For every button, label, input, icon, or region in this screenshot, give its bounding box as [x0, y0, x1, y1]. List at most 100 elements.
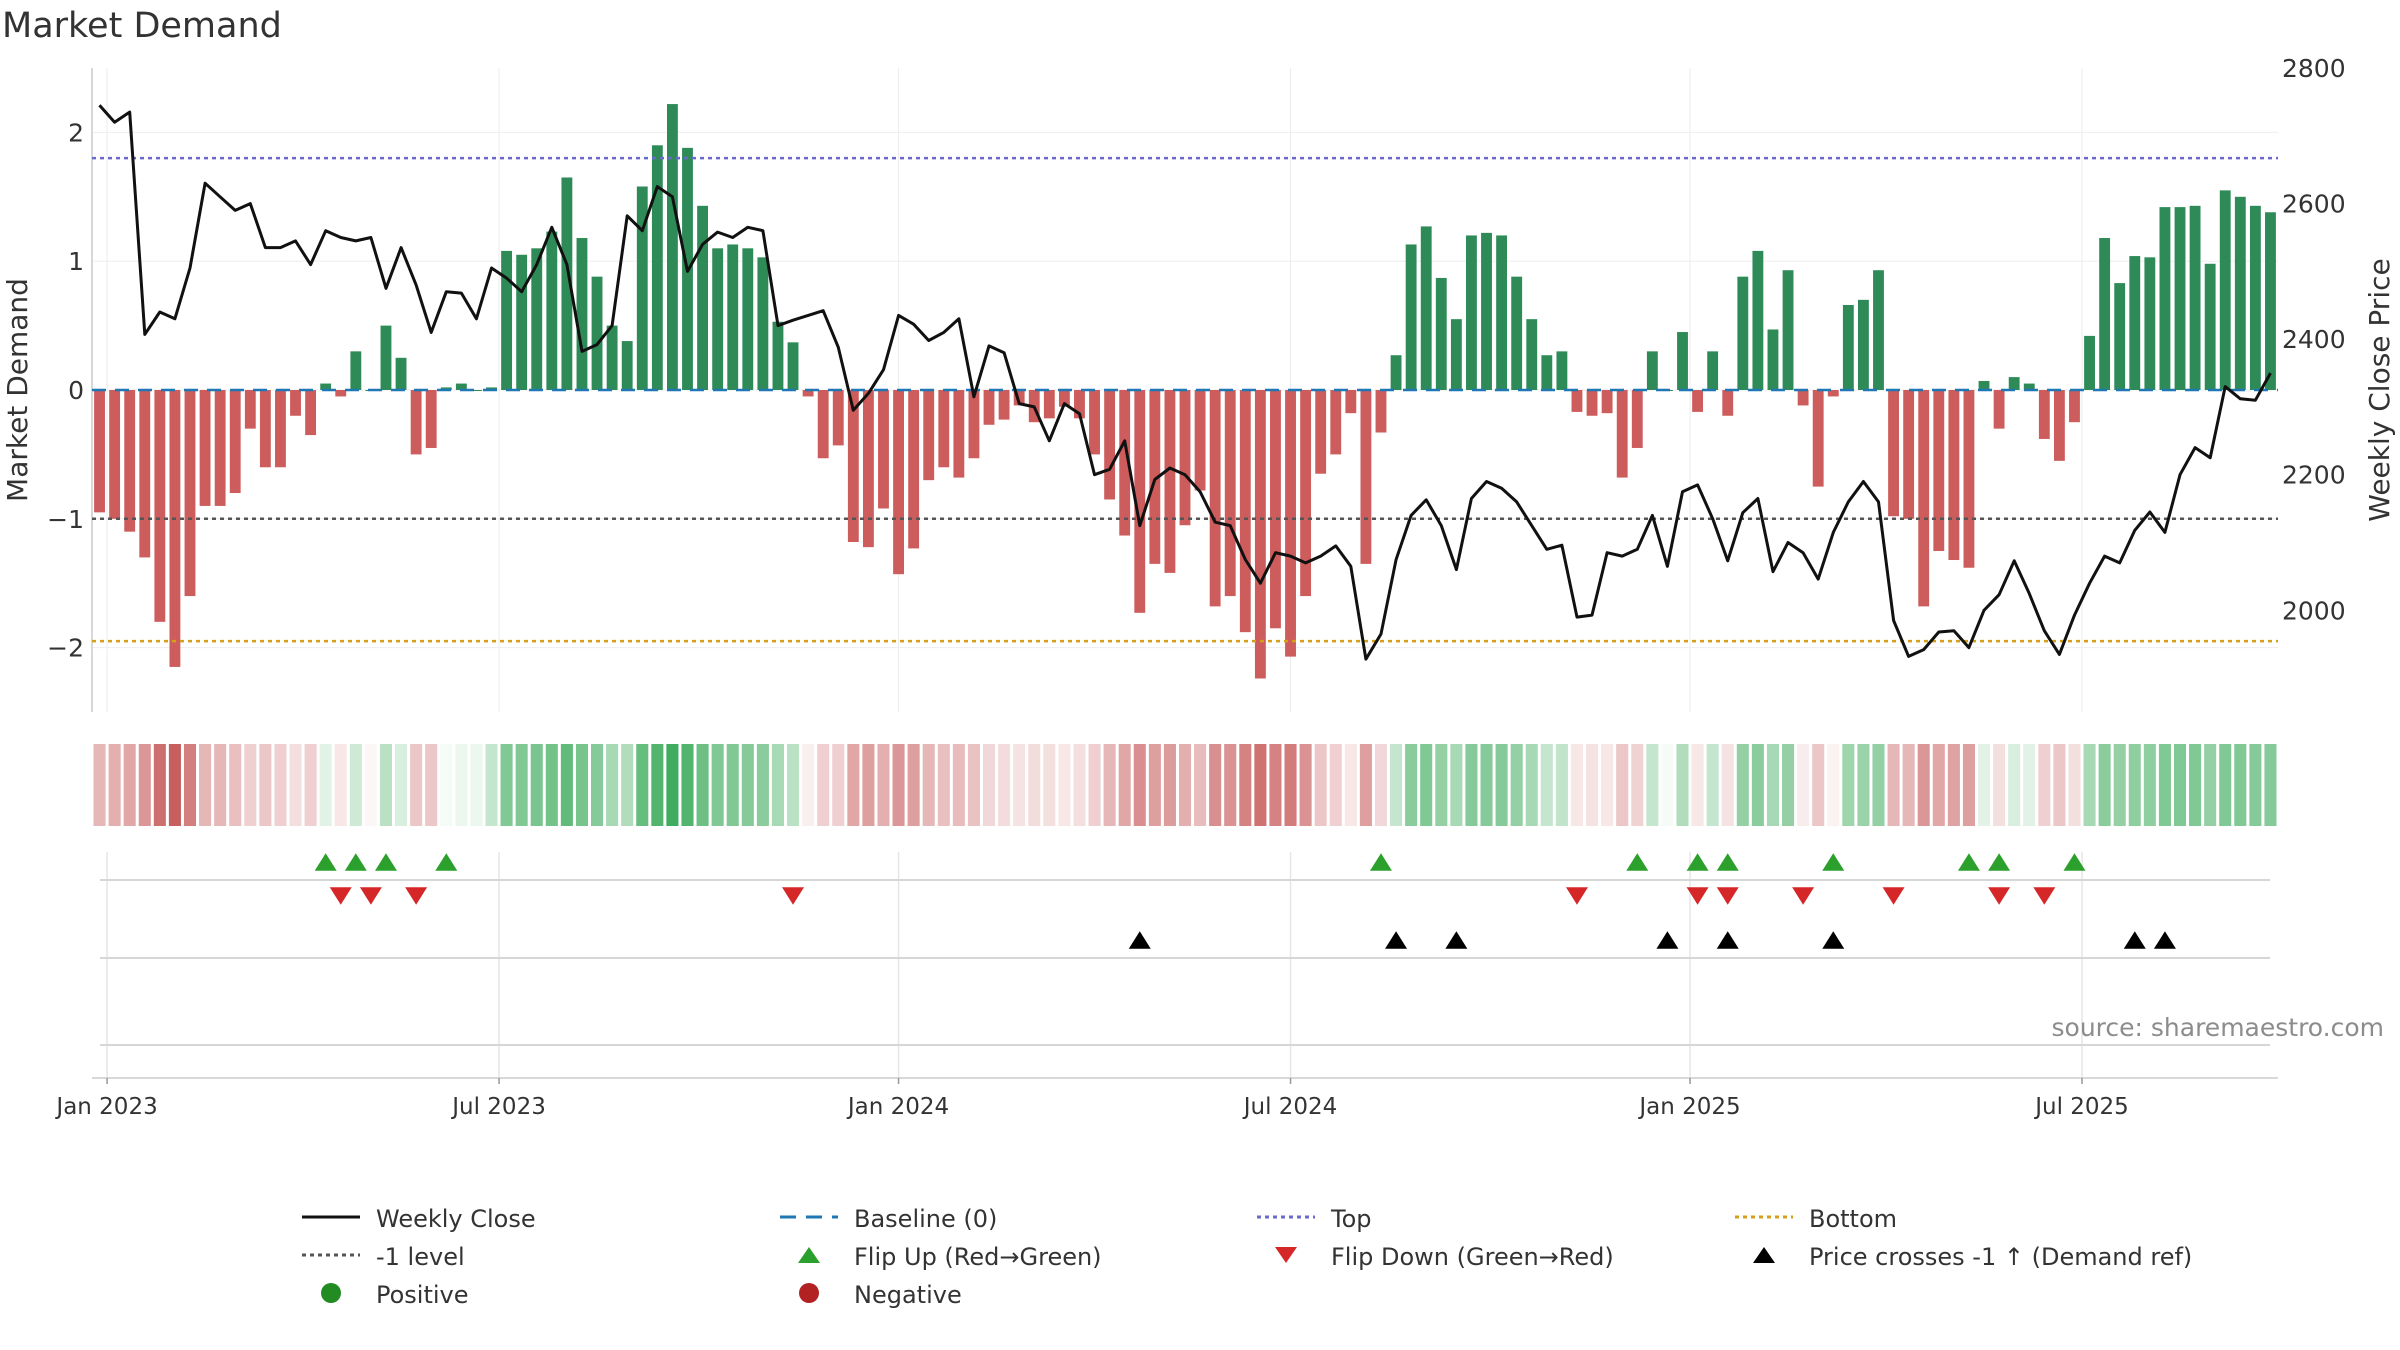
heat-strip-cell	[1570, 744, 1584, 826]
heat-strip-cell	[1766, 744, 1779, 826]
heat-strip-cell	[952, 744, 965, 826]
demand-bar-positive	[666, 104, 678, 391]
heat-strip-cell	[771, 744, 784, 826]
legend-symbol-triangle-up	[1733, 1245, 1795, 1269]
demand-bar-negative	[1300, 390, 1312, 597]
heat-strip-cell	[1359, 744, 1372, 826]
legend-label: Baseline (0)	[854, 1205, 998, 1233]
demand-bar-negative	[953, 390, 965, 478]
demand-bar-positive	[2129, 256, 2141, 390]
heat-strip-cell	[982, 744, 996, 826]
demand-bar-negative	[1812, 390, 1824, 487]
price-cross-marker	[1716, 931, 1739, 949]
chart-legend: Weekly Close Baseline (0) Top Bottom -1 leve…	[300, 1205, 2300, 1325]
demand-bar-positive	[1842, 304, 1854, 390]
legend-item: Flip Down (Green→Red)	[1255, 1243, 1614, 1271]
demand-bar-positive	[1481, 232, 1492, 390]
demand-bar-positive	[455, 383, 467, 390]
price-cross-marker	[2153, 931, 2176, 949]
heat-strip-cell	[1691, 744, 1704, 826]
heat-strip-cell	[244, 744, 257, 826]
demand-bar-positive	[1390, 355, 1402, 390]
demand-bar-negative	[893, 390, 904, 575]
demand-bar-negative	[1330, 390, 1342, 455]
heat-strip-cell	[304, 744, 317, 826]
x-tick-label: Jan 2025	[1637, 1094, 1740, 1120]
demand-bar-negative	[878, 390, 889, 509]
heat-strip-cell	[2264, 744, 2277, 826]
y-tick-label-left: −1	[47, 505, 84, 534]
heat-strip-cell	[2098, 744, 2111, 826]
demand-bar-negative	[1164, 390, 1176, 573]
heat-strip-cell	[560, 744, 573, 826]
legend-item: Price crosses -1 ↑ (Demand ref)	[1733, 1243, 2192, 1271]
demand-bar-positive	[2204, 263, 2216, 390]
heat-strip-cell	[1344, 744, 1357, 826]
heat-strip-cell	[606, 744, 619, 826]
legend-symbol-dot-line	[1255, 1207, 1317, 1231]
heat-strip-cell	[666, 744, 679, 826]
demand-bar-positive	[395, 357, 407, 390]
demand-bar-negative	[305, 390, 317, 436]
heat-strip-cell	[1405, 744, 1418, 826]
heat-strip-cell	[1902, 744, 1915, 826]
heat-strip-cell	[1043, 744, 1056, 826]
demand-bar-positive	[2023, 383, 2035, 390]
heat-strip-cell	[575, 744, 588, 826]
demand-bar-negative	[425, 390, 437, 448]
x-tick-label: Jul 2023	[450, 1094, 546, 1120]
demand-bar-negative	[1571, 390, 1583, 412]
heat-strip-cell	[711, 744, 724, 826]
y-tick-label-right: 2600	[2282, 190, 2346, 219]
heat-strip-cell	[1661, 744, 1674, 826]
demand-bar-positive	[380, 325, 392, 390]
demand-bar-negative	[1209, 390, 1221, 607]
demand-bar-positive	[1767, 329, 1779, 390]
heat-strip-cell	[153, 744, 166, 826]
demand-bar-negative	[290, 390, 301, 416]
heat-strip-cell	[2158, 744, 2171, 826]
heat-strip-cell	[1284, 744, 1297, 826]
heat-strip-cell	[1827, 744, 1840, 826]
heat-strip-cell	[802, 744, 815, 826]
heat-strip-cell	[379, 744, 393, 826]
demand-bar-positive	[1646, 351, 1658, 390]
demand-bar-negative	[1254, 390, 1266, 679]
demand-bar-positive	[2174, 207, 2186, 390]
heat-strip-cell	[1194, 744, 1207, 826]
legend-label: Price crosses -1 ↑ (Demand ref)	[1809, 1243, 2193, 1271]
heat-strip-cell	[229, 744, 242, 826]
y-tick-label-right: 2400	[2282, 325, 2346, 354]
demand-bar-positive	[2189, 205, 2201, 390]
heat-strip-cell	[515, 744, 528, 826]
legend-label: Flip Down (Green→Red)	[1331, 1243, 1614, 1271]
flip-down-marker	[1988, 887, 2011, 905]
demand-bar-positive	[1511, 276, 1523, 390]
heat-strip-cell	[1510, 744, 1523, 826]
demand-bar-positive	[1541, 355, 1553, 390]
demand-bar-negative	[923, 390, 935, 481]
heat-strip-cell	[1631, 744, 1644, 826]
demand-bar-positive	[727, 244, 739, 390]
demand-bar-negative	[410, 390, 422, 455]
heat-strip-cell	[1103, 744, 1116, 826]
demand-bar-negative	[1963, 390, 1975, 568]
demand-bar-negative	[1058, 390, 1070, 407]
heat-strip-cell	[1058, 744, 1071, 826]
demand-bar-negative	[847, 390, 859, 542]
demand-bar-positive	[1526, 319, 1538, 390]
x-tick-label: Jul 2024	[1242, 1094, 1338, 1120]
heat-strip-cell	[2008, 744, 2021, 826]
heat-strip-cell	[1842, 744, 1855, 826]
demand-bar-negative	[938, 390, 950, 468]
heat-strip-cell	[1812, 744, 1825, 826]
demand-bar-positive	[561, 177, 573, 390]
demand-bar-positive	[2008, 377, 2020, 390]
legend-label: Bottom	[1809, 1205, 1898, 1233]
demand-bar-negative	[124, 390, 136, 532]
price-cross-marker	[1445, 931, 1468, 949]
heat-strip-cell	[1028, 744, 1041, 826]
flip-up-marker	[1369, 853, 1392, 871]
demand-bar-positive	[2084, 335, 2095, 390]
demand-bar-negative	[1179, 390, 1191, 526]
